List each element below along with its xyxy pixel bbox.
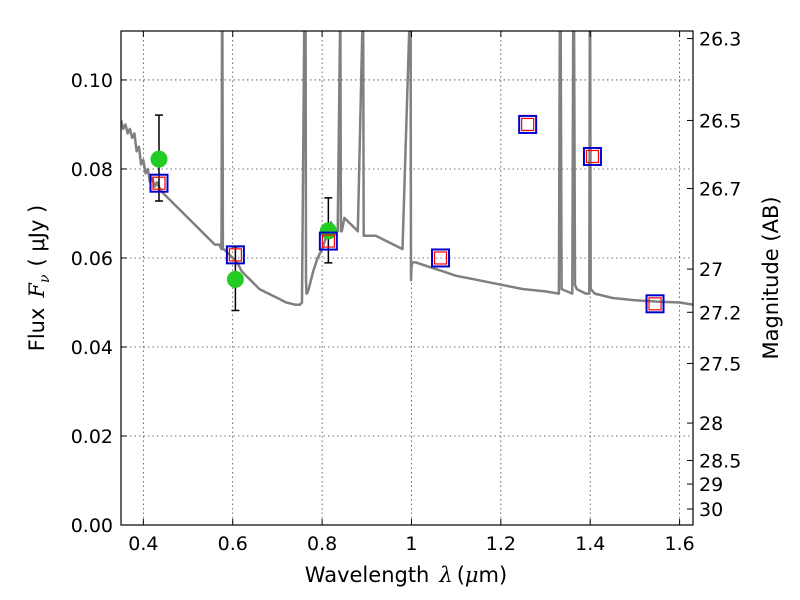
y-tick-label: 0.00 (71, 515, 113, 537)
y2-tick-label: 26.5 (699, 110, 741, 132)
x-tick-label: 0.8 (307, 533, 337, 555)
model-point-inner (228, 248, 242, 262)
model-point-outer (582, 147, 602, 167)
y2-tick-label: 27.2 (699, 302, 741, 324)
model-point-inner (433, 251, 448, 265)
y-tick-label: 0.08 (71, 159, 113, 181)
y2-tick-label: 28 (699, 413, 723, 435)
model-point-inner (648, 297, 662, 311)
y-tick-label: 0.04 (71, 337, 113, 359)
model-point-inner (585, 149, 600, 164)
x-tick-label: 1.4 (575, 533, 605, 555)
model-point-outer (518, 114, 538, 134)
y2-tick-label: 29 (699, 474, 723, 496)
model-point-inner (521, 117, 535, 132)
y-tick-label: 0.02 (71, 426, 113, 448)
model-point-outer (149, 173, 169, 193)
y-tick-label: 0.10 (71, 70, 113, 92)
y2-tick-label: 28.5 (699, 450, 741, 472)
y2-tick-label: 26.3 (699, 29, 741, 51)
x-axis-label: Wavelength λ (μm) (305, 563, 507, 587)
model-point-outer (431, 248, 451, 268)
observed-point (226, 270, 244, 288)
markers (149, 114, 665, 314)
plot-frame (120, 30, 694, 526)
x-tick-label: 1.2 (486, 533, 516, 555)
y2-tick-label: 27.5 (699, 353, 741, 375)
observed-point (150, 150, 168, 168)
model-point-outer (318, 231, 338, 251)
y2-tick-label: 30 (699, 499, 723, 521)
y2-tick-label: 26.7 (699, 179, 741, 201)
y-tick-label: 0.06 (71, 248, 113, 270)
model-point-outer (225, 245, 245, 265)
model-point-outer (645, 294, 665, 314)
x-tick-label: 0.6 (218, 533, 248, 555)
y2-axis-label: Magnitude (AB) (759, 196, 783, 359)
x-tick-label: 0.4 (128, 533, 158, 555)
axis-ticks: 0.4 0.6 0.8 1 1.2 1.4 1.6 0.00 0.02 0.04 0.06 0.08 0… (71, 29, 742, 555)
x-tick-label: 1.6 (664, 533, 694, 555)
x-tick-label: 1 (405, 533, 417, 555)
y2-tick-label: 27 (699, 259, 723, 281)
model-point-inner (321, 234, 335, 248)
model-point-inner (152, 176, 166, 190)
y-axis-label: FluxFν( μJy ) (25, 205, 53, 351)
